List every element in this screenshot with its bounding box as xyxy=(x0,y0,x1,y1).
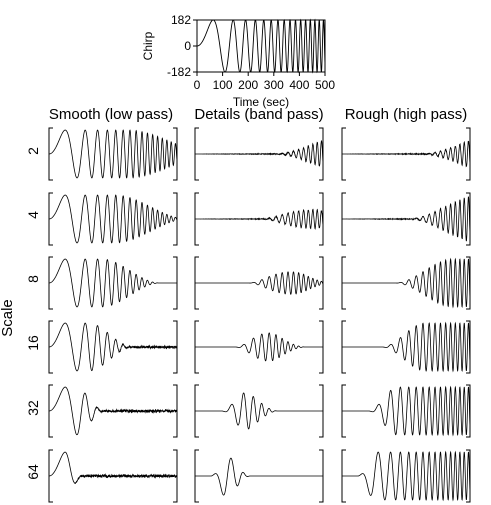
panel-smooth-scale-8 xyxy=(48,256,178,310)
panel-right-bracket xyxy=(466,256,471,310)
series-line-rough-scale-16 xyxy=(342,321,471,373)
grid-y-axis-label: Scale xyxy=(0,299,16,337)
column-title-rough: Rough (high pass) xyxy=(345,106,468,123)
inset-x-tick-label: 300 xyxy=(264,78,284,92)
panel-rough-scale-64 xyxy=(341,449,471,503)
panel-rough-scale-8 xyxy=(341,256,471,310)
series-line-details-scale-4 xyxy=(195,208,324,230)
panel-rough-scale-16 xyxy=(341,320,471,374)
row-label-scale-8: 8 xyxy=(25,275,41,283)
column-title-smooth: Smooth (low pass) xyxy=(49,106,173,123)
panel-right-bracket xyxy=(319,127,324,181)
series-line-rough-scale-2 xyxy=(342,140,471,168)
row-label-scale-16: 16 xyxy=(25,335,41,351)
panel-details-scale-16 xyxy=(194,320,324,374)
panel-details-scale-4 xyxy=(194,192,324,246)
panel-right-bracket xyxy=(319,192,324,246)
inset-y-tick-label: -182 xyxy=(167,65,191,79)
series-line-rough-scale-32 xyxy=(342,385,471,437)
panel-details-scale-2 xyxy=(194,127,324,181)
inset-y-tick-label: 0 xyxy=(184,39,191,53)
row-label-scale-32: 32 xyxy=(25,400,41,416)
inset-y-tick-label: 182 xyxy=(171,13,191,27)
panel-right-bracket xyxy=(466,320,471,374)
panel-rough-scale-4 xyxy=(341,192,471,246)
panel-smooth-scale-16 xyxy=(48,320,178,374)
panel-right-bracket xyxy=(319,256,324,310)
inset-x-axis: 0 100 200 300 400 500 xyxy=(194,72,335,92)
decomposition-panels xyxy=(48,127,471,503)
panel-details-scale-64 xyxy=(194,449,324,503)
series-line-details-scale-16 xyxy=(195,332,323,362)
panel-right-bracket xyxy=(466,449,471,503)
panel-right-bracket xyxy=(466,192,471,246)
panel-smooth-scale-4 xyxy=(48,192,178,246)
inset-x-tick-label: 100 xyxy=(213,78,233,92)
column-title-details: Details (band pass) xyxy=(194,106,323,123)
series-line-smooth-scale-64 xyxy=(49,451,178,485)
panel-rough-scale-2 xyxy=(341,127,471,181)
series-line-rough-scale-8 xyxy=(342,257,471,309)
panel-right-bracket xyxy=(466,384,471,438)
series-line-details-scale-32 xyxy=(195,392,323,430)
panel-smooth-scale-2 xyxy=(48,127,178,181)
inset-x-tick-label: 500 xyxy=(315,78,335,92)
inset-x-tick-label: 400 xyxy=(289,78,309,92)
series-line-rough-scale-64 xyxy=(342,450,471,502)
row-label-scale-2: 2 xyxy=(25,147,41,155)
panel-smooth-scale-32 xyxy=(48,384,178,438)
panel-details-scale-8 xyxy=(194,256,324,310)
series-line-smooth-scale-8 xyxy=(49,258,177,308)
series-line-smooth-scale-4 xyxy=(49,194,178,244)
panel-smooth-scale-64 xyxy=(48,449,178,503)
panel-details-scale-32 xyxy=(194,384,324,438)
inset-x-tick-label: 200 xyxy=(238,78,258,92)
inset-y-axis-label: Chirp xyxy=(141,31,155,60)
series-line-rough-scale-4 xyxy=(342,196,471,242)
series-line-details-scale-8 xyxy=(195,271,324,295)
series-line-details-scale-64 xyxy=(195,457,323,496)
inset-x-tick-label: 0 xyxy=(194,78,201,92)
row-label-scale-4: 4 xyxy=(25,211,41,219)
series-line-smooth-scale-16 xyxy=(49,322,178,372)
series-line-smooth-scale-2 xyxy=(49,129,178,179)
inset-x-axis-label: Time (sec) xyxy=(233,95,289,109)
panel-right-bracket xyxy=(173,192,178,246)
panel-rough-scale-32 xyxy=(341,384,471,438)
chirp-series-line xyxy=(197,18,326,74)
series-line-details-scale-2 xyxy=(195,140,324,167)
row-scale-labels: 2 4 8 16 32 64 xyxy=(25,147,41,480)
panel-right-bracket xyxy=(466,127,471,181)
row-label-scale-64: 64 xyxy=(25,464,41,480)
inset-y-axis: 182 0 -182 xyxy=(167,13,197,79)
panel-right-bracket xyxy=(173,127,178,181)
series-line-smooth-scale-32 xyxy=(49,386,178,436)
